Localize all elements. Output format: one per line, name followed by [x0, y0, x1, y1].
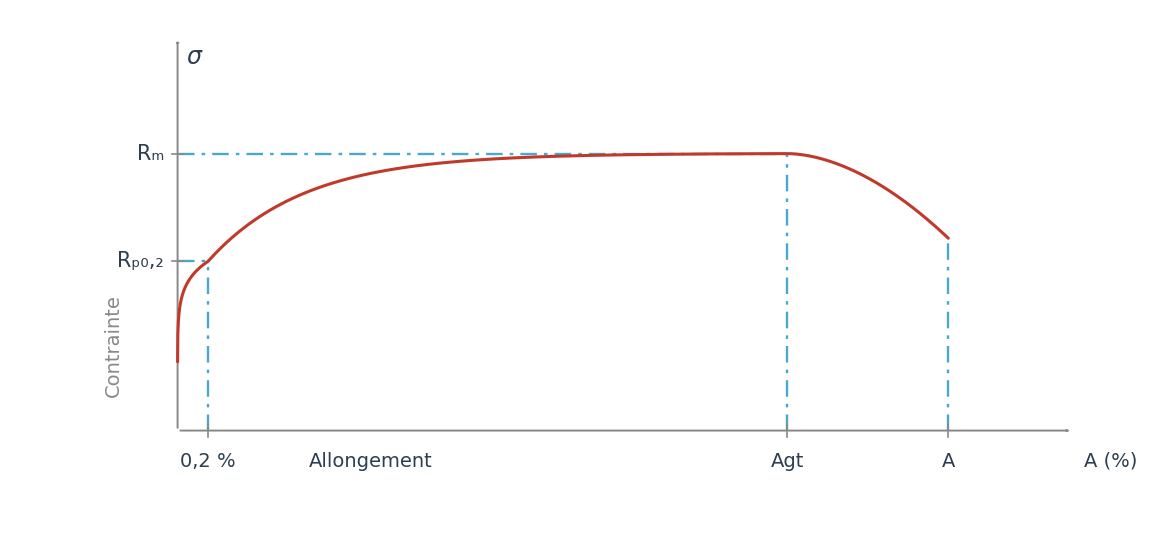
Text: A (%): A (%) [1084, 452, 1137, 471]
Text: Agt: Agt [771, 452, 805, 471]
Text: Rₘ: Rₘ [137, 143, 164, 164]
Text: Allongement: Allongement [309, 452, 432, 471]
Text: Rₚ₀,₂: Rₚ₀,₂ [117, 251, 164, 271]
Text: 0,2 %: 0,2 % [180, 452, 236, 471]
Text: Contrainte: Contrainte [103, 295, 123, 398]
Text: σ: σ [186, 45, 201, 69]
Text: A: A [942, 452, 956, 471]
